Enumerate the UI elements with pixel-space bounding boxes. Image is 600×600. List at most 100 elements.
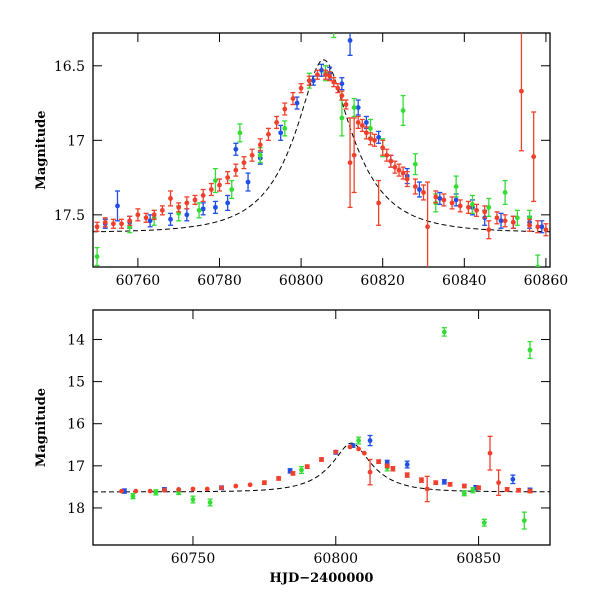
red-data-point	[486, 220, 492, 240]
red-data-point	[504, 487, 510, 492]
top-panel-model-curve	[93, 59, 550, 233]
red-data-point	[233, 163, 239, 177]
red-data-point	[527, 488, 533, 494]
red-data-point	[447, 481, 453, 487]
red-data-point	[276, 476, 282, 481]
blue-data-point	[355, 99, 361, 116]
red-data-point	[119, 488, 124, 494]
blue-data-point	[114, 190, 120, 222]
blue-data-point	[441, 479, 447, 485]
blue-data-point	[184, 208, 190, 222]
red-data-point	[282, 102, 288, 116]
red-data-point	[184, 196, 190, 210]
red-data-point	[200, 188, 206, 203]
red-data-point	[424, 475, 430, 503]
blue-data-point	[367, 434, 373, 447]
blue-data-point	[498, 212, 504, 229]
red-data-point	[119, 218, 125, 229]
green-data-point	[470, 487, 476, 494]
top-panel-frame	[92, 32, 551, 268]
green-data-point	[229, 179, 235, 200]
red-data-point	[421, 184, 427, 201]
red-data-point	[376, 459, 382, 465]
red-data-point	[247, 482, 253, 488]
green-data-point	[521, 511, 527, 530]
red-data-point	[433, 480, 439, 486]
green-data-point	[130, 492, 136, 500]
y-tick-label: 17	[67, 133, 85, 149]
blue-data-point	[404, 460, 410, 469]
red-data-point	[133, 488, 139, 494]
red-data-point	[476, 485, 482, 491]
red-data-point	[384, 463, 390, 469]
red-data-point	[531, 111, 537, 203]
red-data-point	[176, 487, 182, 492]
red-data-point	[343, 99, 349, 110]
red-data-point	[361, 450, 367, 456]
green-data-point	[514, 209, 520, 226]
red-data-point	[367, 132, 373, 146]
red-data-point	[319, 457, 324, 462]
green-data-point	[299, 466, 305, 475]
red-data-point	[192, 194, 198, 206]
blue-data-point	[225, 194, 231, 212]
red-data-point	[135, 208, 141, 222]
y-tick-label: 14	[67, 332, 85, 348]
red-data-point	[306, 75, 312, 86]
green-data-point	[441, 327, 447, 337]
green-data-point	[461, 490, 467, 497]
blue-data-point	[147, 214, 153, 228]
red-data-point	[535, 220, 541, 234]
red-data-point	[494, 211, 500, 225]
top-panel: 60760 60780 60800 60820 60840 60860 16.5 17 17.5…	[34, 32, 568, 289]
red-data-point	[219, 485, 224, 491]
red-data-point	[327, 71, 333, 82]
blue-data-point	[168, 212, 174, 226]
green-data-point	[486, 197, 492, 217]
red-data-point	[102, 217, 108, 228]
red-data-point	[204, 486, 210, 492]
blue-data-point	[416, 181, 422, 198]
top-panel-y-axis-label: Magnitude	[34, 110, 49, 189]
red-data-point	[190, 486, 196, 492]
x-tick-label: 60760	[116, 273, 161, 289]
red-data-point	[225, 170, 231, 185]
red-data-point	[249, 148, 255, 162]
red-data-point	[543, 223, 549, 237]
red-data-point	[168, 190, 174, 207]
top-panel-points	[94, 33, 549, 267]
red-data-point	[510, 215, 516, 229]
x-tick-label: 60780	[197, 273, 242, 289]
red-data-point	[518, 33, 524, 152]
green-data-point	[453, 175, 459, 198]
red-data-point	[376, 179, 382, 226]
green-data-point	[237, 123, 243, 143]
red-data-point	[233, 483, 239, 489]
red-data-point	[372, 133, 378, 147]
red-data-point	[516, 487, 522, 493]
red-data-point	[418, 477, 424, 483]
red-data-point	[474, 203, 480, 217]
green-data-point	[412, 153, 418, 176]
red-data-point	[351, 117, 357, 194]
red-data-point	[390, 466, 396, 472]
green-data-point	[282, 120, 288, 137]
green-data-point	[535, 254, 541, 267]
blue-data-point	[294, 96, 300, 110]
red-data-point	[487, 435, 493, 471]
green-data-point	[339, 99, 345, 137]
red-data-point	[384, 148, 390, 162]
red-data-point	[412, 178, 418, 195]
red-data-point	[314, 69, 320, 80]
red-data-point	[359, 118, 365, 133]
red-data-point	[355, 115, 361, 130]
green-data-point	[196, 202, 202, 219]
green-data-point	[527, 340, 533, 360]
green-data-point	[212, 167, 218, 194]
y-tick-label: 16.5	[54, 59, 85, 75]
red-data-point	[143, 212, 149, 223]
red-data-point	[400, 166, 406, 180]
red-data-point	[496, 469, 502, 496]
red-data-point	[347, 444, 353, 450]
